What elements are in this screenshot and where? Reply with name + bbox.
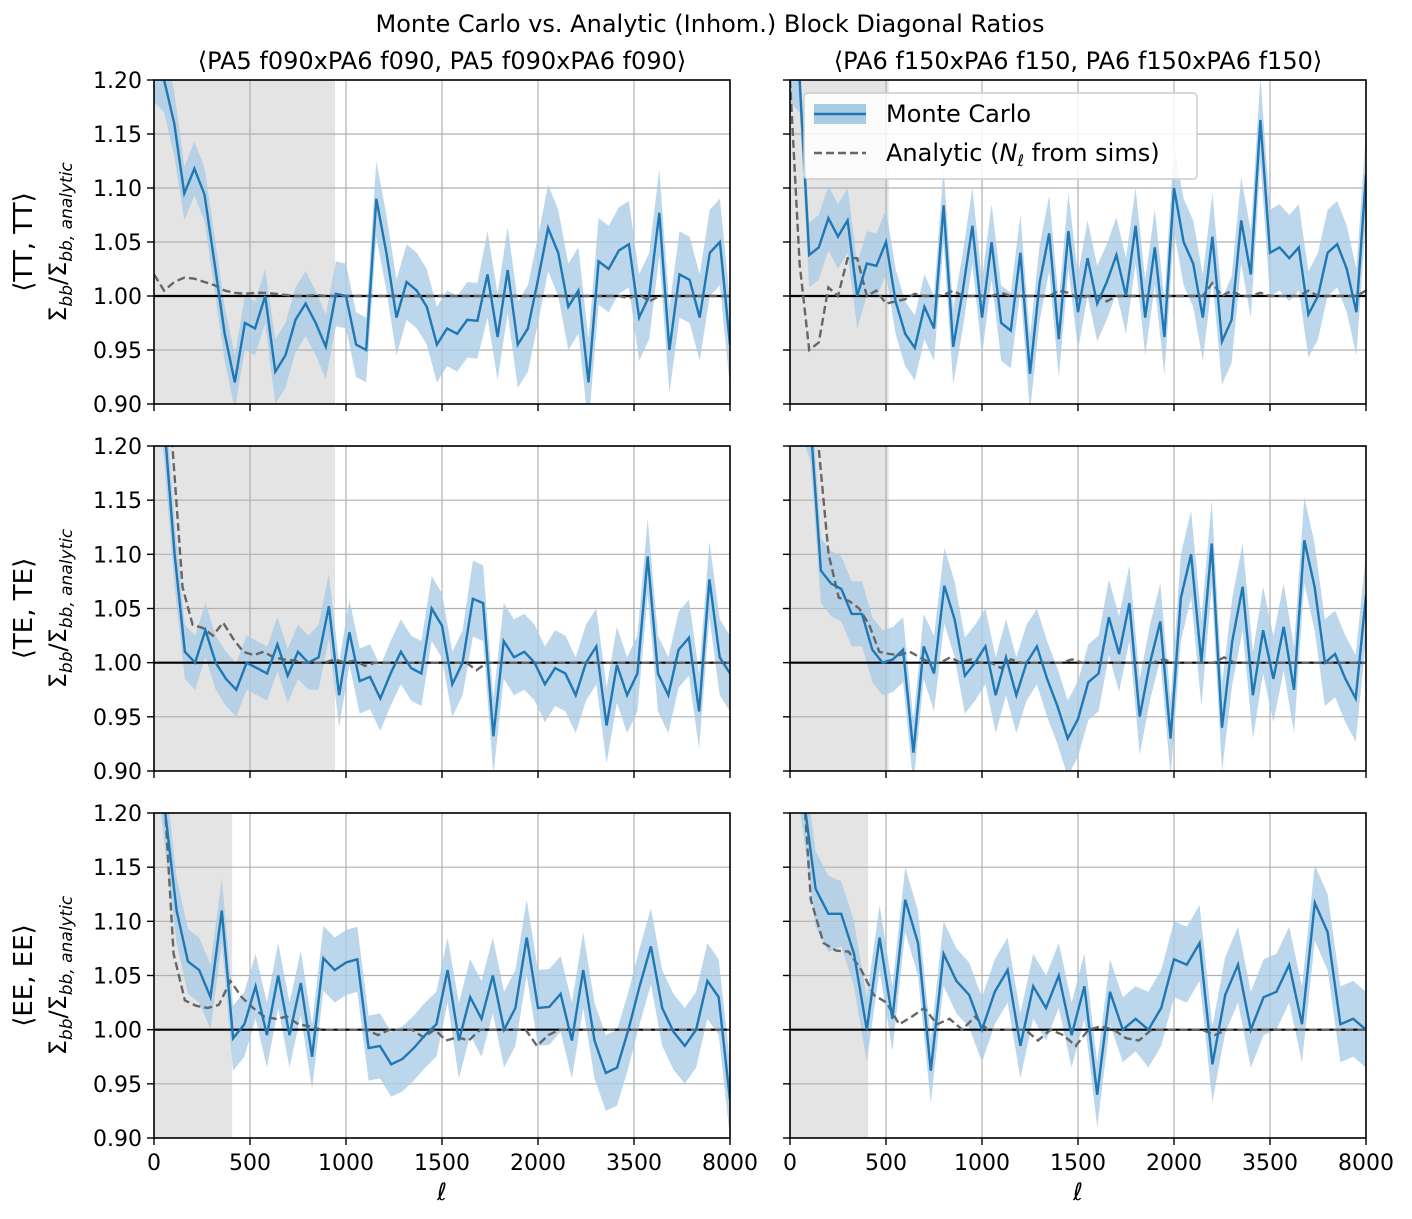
row-label-ratio: Σbb/Σbb, analytic <box>44 528 77 688</box>
panel-plot-area <box>154 813 730 1138</box>
legend-analytic-sub: ℓ <box>1016 151 1024 170</box>
x-tick-label: 1000 <box>318 1151 374 1176</box>
panel-EE-PA5f090xPA6f090: 0 500 1000 1500 2000 3500 8000 0.90 0.95 1.00 1.05… <box>93 802 758 1176</box>
legend-analytic-pre: Analytic ( <box>886 139 999 167</box>
column-title-right: ⟨PA6 f150xPA6 f150, PA6 f150xPA6 f150⟩ <box>834 47 1322 75</box>
y-tick-label: 1.10 <box>93 543 142 568</box>
ylabel-sub-analytic: bb, analytic <box>57 895 77 995</box>
monte-carlo-line <box>164 813 730 1101</box>
row-label-main: ⟨EE, EE⟩ <box>9 924 39 1027</box>
mc-error-band <box>154 80 730 404</box>
x-tick-label: 0 <box>783 1151 797 1176</box>
y-tick-label: 1.15 <box>93 489 142 514</box>
axis-labels-group: ℓ ℓ⟨TT, TT⟩Σbb/Σbb, analytic⟨TE, TE⟩Σbb/Σ… <box>9 162 1083 1206</box>
column-title-left: ⟨PA5 f090xPA6 f090, PA5 f090xPA6 f090⟩ <box>198 47 686 75</box>
x-tick-label: 1500 <box>414 1151 470 1176</box>
monte-carlo-line <box>162 80 730 383</box>
x-tick-label: 1500 <box>1050 1151 1106 1176</box>
legend-mc-label: Monte Carlo <box>886 100 1031 128</box>
x-tick-label: 0 <box>147 1151 161 1176</box>
y-tick-label: 0.95 <box>93 1073 142 1098</box>
panel-plot-area <box>790 446 1366 771</box>
x-tick-label: 3500 <box>1242 1151 1298 1176</box>
x-tick-label: 500 <box>865 1151 907 1176</box>
row-label-ratio: Σbb/Σbb, analytic <box>44 162 77 322</box>
ylabel-slash: /Σ <box>44 628 72 651</box>
panel-TT-PA6f150xPA6f150 <box>783 79 1367 411</box>
panel-TE-PA5f090xPA6f090: 0.90 0.95 1.00 1.05 1.10 1.15 1.20 <box>93 435 731 785</box>
y-tick-label: 1.05 <box>93 965 142 990</box>
figure-title: Monte Carlo vs. Analytic (Inhom.) Block … <box>376 10 1045 38</box>
y-tick-label: 0.90 <box>93 760 142 785</box>
legend-analytic-label: Analytic (Nℓ from sims) <box>886 139 1160 170</box>
panel-plot-area <box>790 813 1366 1138</box>
y-tick-label: 1.00 <box>93 1019 142 1044</box>
y-tick-label: 1.15 <box>93 856 142 881</box>
monte-carlo-line <box>804 813 1366 1095</box>
x-tick-label: 2000 <box>1146 1151 1202 1176</box>
panel-EE-PA6f150xPA6f150: 0 500 1000 1500 2000 3500 8000 <box>783 812 1394 1176</box>
analytic-line <box>164 813 730 1048</box>
y-tick-label: 1.10 <box>93 177 142 202</box>
row-label-main: ⟨TE, TE⟩ <box>9 558 39 659</box>
x-tick-label: 8000 <box>1338 1151 1394 1176</box>
analytic-line <box>817 446 1366 670</box>
x-tick-label: 8000 <box>702 1151 758 1176</box>
y-tick-label: 1.10 <box>93 910 142 935</box>
x-tick-label: 500 <box>229 1151 271 1176</box>
monte-carlo-line <box>164 446 730 737</box>
x-axis-label: ℓ <box>1072 1178 1083 1206</box>
ylabel-sigma: Σ <box>44 673 72 688</box>
analytic-line <box>790 80 1366 353</box>
ylabel-sub-bb: bb <box>57 652 77 674</box>
y-tick-label: 1.05 <box>93 231 142 256</box>
y-tick-label: 0.90 <box>93 1127 142 1152</box>
ylabel-sigma: Σ <box>44 1040 72 1055</box>
legend: Monte Carlo Analytic (Nℓ from sims) <box>803 92 1198 180</box>
panel-TE-PA6f150xPA6f150 <box>783 445 1367 778</box>
panel-plot-area <box>154 446 730 771</box>
ylabel-slash: /Σ <box>44 262 72 285</box>
analytic-line <box>154 273 730 303</box>
y-tick-label: 0.95 <box>93 339 142 364</box>
panel-plot-area <box>154 80 730 404</box>
mc-error-band <box>162 446 730 771</box>
x-tick-label: 2000 <box>510 1151 566 1176</box>
legend-analytic-post: from sims) <box>1024 139 1160 167</box>
ylabel-sub-bb: bb <box>57 1019 77 1041</box>
ylabel-sub-analytic: bb, analytic <box>57 528 77 628</box>
legend-analytic-N: N <box>999 139 1017 167</box>
y-tick-label: 1.00 <box>93 285 142 310</box>
row-label-main: ⟨TT, TT⟩ <box>9 192 39 291</box>
panels-group: 0.90 0.95 1.00 1.05 1.10 1.15 1.20 0.90 0.95 1.00… <box>93 69 1394 1176</box>
row-label-ratio: Σbb/Σbb, analytic <box>44 895 77 1055</box>
x-tick-label: 3500 <box>606 1151 662 1176</box>
y-tick-label: 1.05 <box>93 598 142 623</box>
ylabel-sigma: Σ <box>44 307 72 322</box>
y-tick-label: 0.90 <box>93 393 142 418</box>
monte-carlo-line <box>810 446 1366 753</box>
y-tick-label: 1.00 <box>93 652 142 677</box>
panel-TT-PA5f090xPA6f090: 0.90 0.95 1.00 1.05 1.10 1.15 1.20 <box>93 69 731 418</box>
y-tick-label: 1.20 <box>93 69 142 94</box>
ylabel-slash: /Σ <box>44 995 72 1018</box>
y-tick-label: 1.20 <box>93 802 142 827</box>
legend-box <box>803 92 1198 180</box>
ylabel-sub-analytic: bb, analytic <box>57 162 77 262</box>
monte-carlo-line <box>798 80 1366 374</box>
ylabel-sub-bb: bb <box>57 285 77 307</box>
analytic-line <box>171 446 730 672</box>
y-tick-label: 0.95 <box>93 706 142 731</box>
y-tick-label: 1.15 <box>93 123 142 148</box>
y-tick-label: 1.20 <box>93 435 142 460</box>
x-axis-label: ℓ <box>436 1178 447 1206</box>
mc-error-band <box>800 813 1366 1128</box>
x-tick-label: 1000 <box>954 1151 1010 1176</box>
